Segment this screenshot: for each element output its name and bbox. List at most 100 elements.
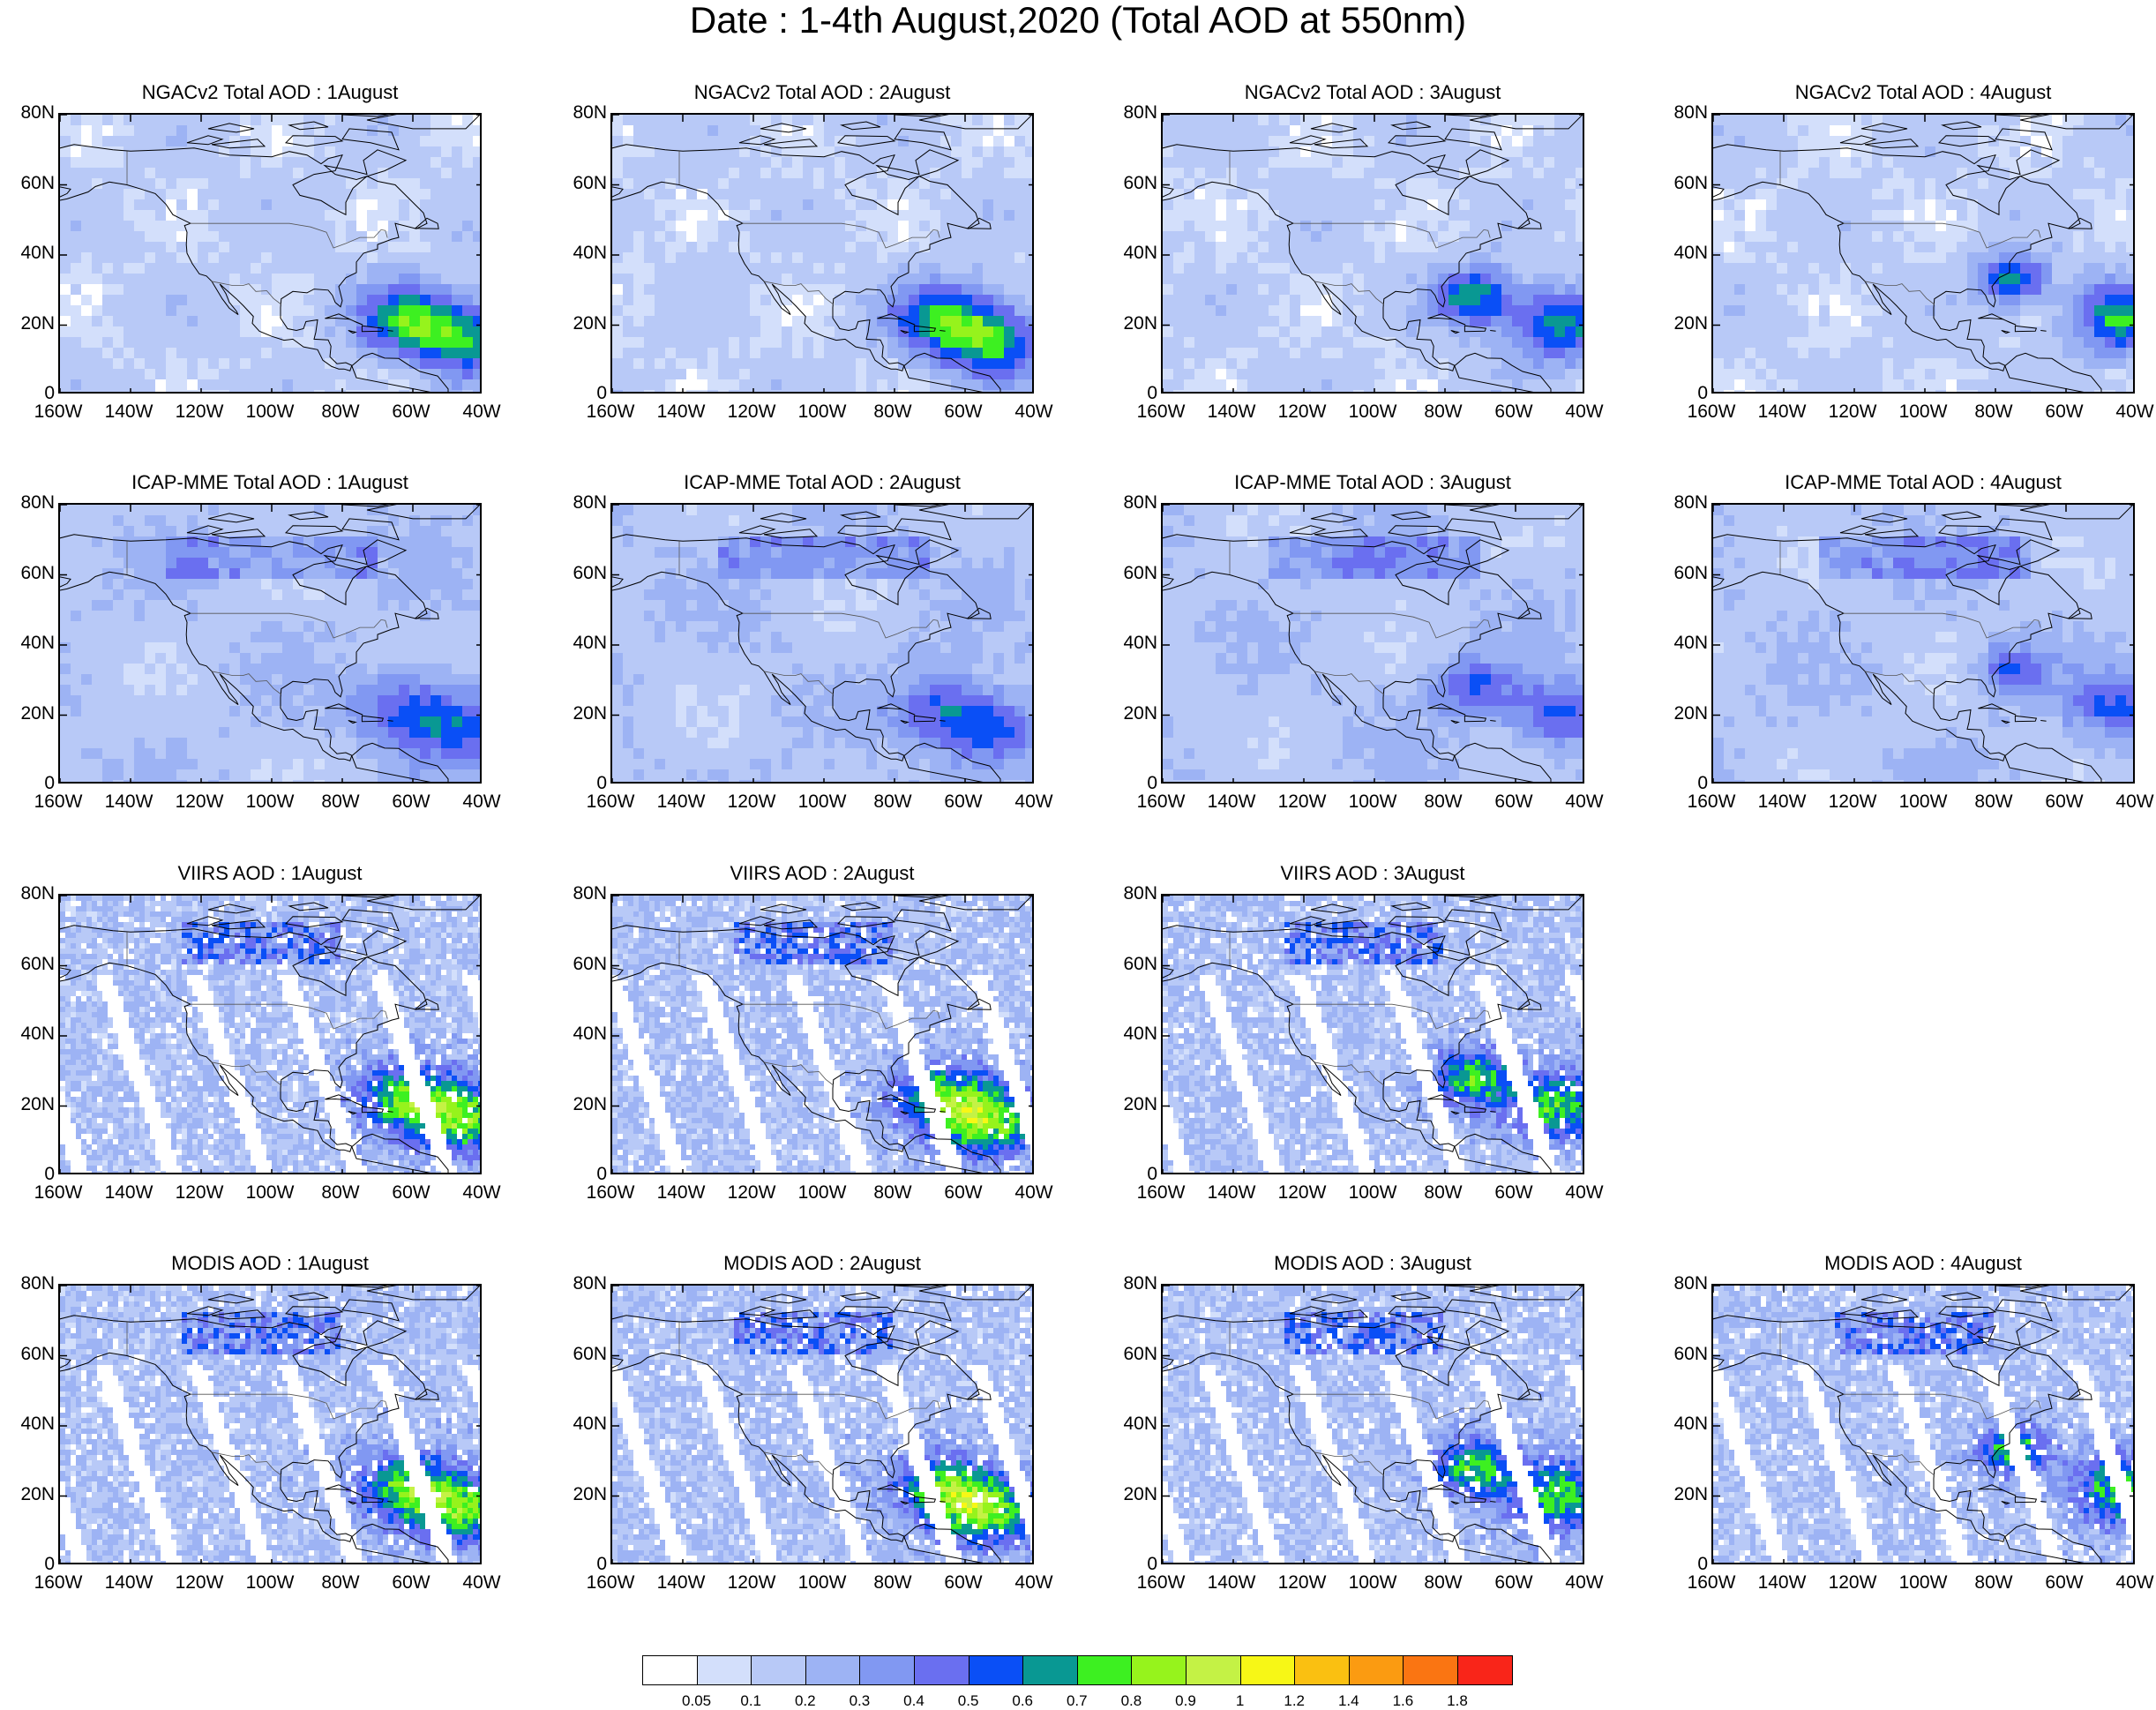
x-tick-label: 60W — [932, 402, 994, 422]
x-tick-label: 60W — [2033, 402, 2095, 422]
colorbar-swatch — [642, 1655, 698, 1685]
colorbar-swatch — [751, 1655, 806, 1685]
x-tick-label: 160W — [1681, 1573, 1742, 1593]
x-tick-label: 100W — [791, 402, 853, 422]
x-tick-label: 140W — [98, 402, 160, 422]
x-tick-label: 40W — [1003, 1573, 1065, 1593]
y-tick-label: 80N — [1655, 1274, 1708, 1294]
panel-title: NGACv2 Total AOD : 4August — [1711, 81, 2135, 104]
axis-ticks — [612, 896, 1032, 1173]
colorbar-swatch — [1186, 1655, 1241, 1685]
aod-field — [612, 505, 1032, 782]
x-tick-label: 80W — [862, 402, 924, 422]
aod-field — [1713, 505, 2133, 782]
y-tick-label: 0 — [1104, 1555, 1157, 1574]
y-tick-label: 0 — [554, 1165, 607, 1184]
x-tick-label: 160W — [1130, 1183, 1192, 1203]
colorbar-swatch — [1131, 1655, 1187, 1685]
y-tick-label: 20N — [1655, 313, 1708, 334]
x-tick-label: 80W — [310, 1573, 371, 1593]
x-tick-label: 100W — [239, 1183, 301, 1203]
x-tick-label: 120W — [721, 1183, 782, 1203]
y-tick-label: 60N — [1104, 1344, 1157, 1364]
colorbar-label: 0.6 — [996, 1692, 1049, 1710]
y-tick-label: 80N — [1104, 1274, 1157, 1294]
x-tick-label: 100W — [791, 1183, 853, 1203]
panel-title: MODIS AOD : 1August — [58, 1252, 482, 1275]
y-tick-label: 20N — [1104, 703, 1157, 724]
y-tick-label: 0 — [2, 384, 55, 403]
map-panel-icap — [58, 503, 482, 784]
y-tick-label: 60N — [554, 954, 607, 974]
aod-map — [612, 1286, 1032, 1563]
colorbar-label: 1.4 — [1322, 1692, 1375, 1710]
coastline — [60, 505, 480, 782]
colorbar-swatch — [1294, 1655, 1350, 1685]
x-tick-label: 80W — [862, 1183, 924, 1203]
x-tick-label: 120W — [168, 1183, 230, 1203]
coastline — [1163, 505, 1583, 782]
y-tick-label: 60N — [554, 563, 607, 583]
axis-ticks — [1713, 505, 2133, 782]
x-tick-label: 160W — [27, 792, 89, 812]
map-panel-icap — [610, 503, 1034, 784]
y-tick-label: 40N — [1655, 634, 1708, 653]
y-tick-label: 20N — [2, 703, 55, 724]
colorbar-swatch — [914, 1655, 969, 1685]
colorbar-label: 0.9 — [1159, 1692, 1212, 1710]
x-tick-label: 80W — [1412, 1573, 1474, 1593]
y-tick-label: 0 — [2, 1165, 55, 1184]
figure-title: Date : 1-4th August,2020 (Total AOD at 5… — [0, 2, 2156, 39]
x-tick-label: 40W — [451, 792, 513, 812]
colorbar-label: 0.8 — [1104, 1692, 1157, 1710]
x-tick-label: 100W — [1342, 1573, 1404, 1593]
axis-ticks — [60, 115, 480, 392]
x-tick-label: 140W — [1201, 402, 1262, 422]
map-panel-viirs — [1161, 894, 1584, 1174]
y-tick-label: 80N — [2, 1274, 55, 1294]
aod-field — [1163, 896, 1583, 1173]
x-tick-label: 160W — [1130, 402, 1192, 422]
colorbar-swatch — [859, 1655, 915, 1685]
x-tick-label: 100W — [1342, 402, 1404, 422]
x-tick-label: 40W — [451, 1573, 513, 1593]
aod-map — [60, 115, 480, 392]
colorbar-swatch — [968, 1655, 1024, 1685]
x-tick-label: 160W — [1681, 792, 1742, 812]
y-tick-label: 80N — [1655, 493, 1708, 513]
x-tick-label: 40W — [1003, 792, 1065, 812]
x-tick-label: 160W — [1130, 1573, 1192, 1593]
x-tick-label: 100W — [239, 792, 301, 812]
y-tick-label: 40N — [554, 634, 607, 653]
panel-title: MODIS AOD : 3August — [1161, 1252, 1584, 1275]
map-panel-ngac — [1711, 113, 2135, 394]
y-tick-label: 40N — [1104, 1414, 1157, 1434]
y-tick-label: 60N — [2, 1344, 55, 1364]
x-tick-label: 80W — [310, 1183, 371, 1203]
x-tick-label: 100W — [791, 1573, 853, 1593]
x-tick-label: 40W — [2104, 1573, 2156, 1593]
colorbar-swatch — [1076, 1655, 1133, 1685]
x-tick-label: 140W — [1751, 402, 1813, 422]
coastline — [1163, 115, 1583, 392]
x-tick-label: 160W — [580, 1183, 641, 1203]
y-tick-label: 60N — [1655, 1344, 1708, 1364]
y-tick-label: 40N — [1104, 1024, 1157, 1044]
x-tick-label: 80W — [862, 1573, 924, 1593]
y-tick-label: 60N — [2, 954, 55, 974]
y-tick-label: 0 — [1104, 1165, 1157, 1184]
x-tick-label: 80W — [1963, 402, 2025, 422]
x-tick-label: 80W — [1412, 402, 1474, 422]
x-tick-label: 40W — [1553, 1183, 1615, 1203]
y-tick-label: 0 — [554, 774, 607, 793]
panel-title: VIIRS AOD : 1August — [58, 862, 482, 885]
aod-field — [60, 505, 480, 782]
panel-title: ICAP-MME Total AOD : 4August — [1711, 471, 2135, 494]
x-tick-label: 140W — [1751, 1573, 1813, 1593]
panel-title: MODIS AOD : 2August — [610, 1252, 1034, 1275]
y-tick-label: 0 — [554, 1555, 607, 1574]
aod-field — [1163, 1286, 1583, 1563]
x-tick-label: 100W — [1892, 402, 1954, 422]
axis-ticks — [60, 505, 480, 782]
axis-ticks — [1163, 896, 1583, 1173]
